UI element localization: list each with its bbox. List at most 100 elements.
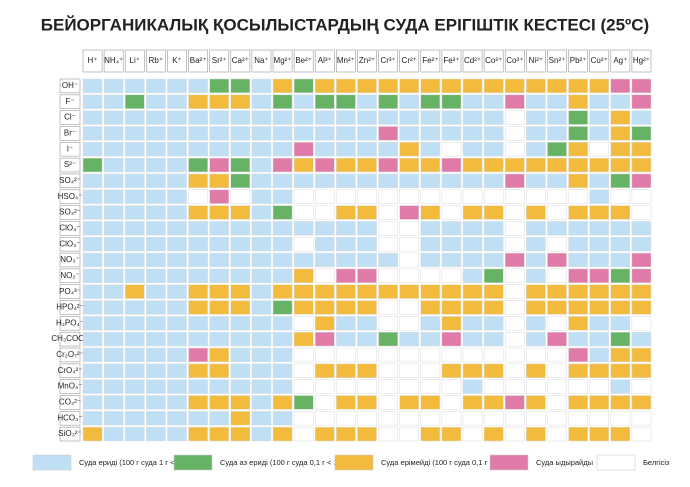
- cell: [357, 316, 377, 331]
- cell: [336, 411, 356, 426]
- cell: [441, 347, 462, 363]
- cell: [378, 411, 398, 426]
- cell: [293, 411, 314, 426]
- cell: [251, 426, 272, 442]
- cell: [462, 110, 483, 125]
- cell: [462, 331, 483, 347]
- column-header-box: [589, 49, 610, 73]
- column-header: Mn²⁺: [337, 56, 355, 65]
- cell: [483, 331, 504, 347]
- cell: [82, 268, 103, 283]
- cell: [568, 268, 588, 283]
- cell: [568, 426, 588, 442]
- cell: [526, 173, 546, 189]
- cell: [610, 237, 631, 252]
- cell: [336, 237, 356, 252]
- column-header-box: [146, 49, 166, 73]
- column-header-box: [357, 49, 377, 73]
- cell: [420, 300, 441, 315]
- cell: [610, 347, 631, 363]
- cell: [420, 173, 441, 189]
- cell: [314, 78, 335, 94]
- cell: [399, 94, 420, 109]
- cell: [610, 284, 631, 299]
- cell: [124, 221, 145, 236]
- cell: [167, 363, 187, 378]
- cell: [462, 237, 483, 252]
- cell: [504, 189, 525, 204]
- cell: [610, 300, 631, 315]
- cell: [357, 363, 377, 378]
- cell: [399, 110, 420, 125]
- cell: [631, 237, 652, 252]
- column-header: Fe³⁺: [443, 56, 459, 65]
- column-header-box: [230, 49, 251, 73]
- cell: [167, 142, 187, 157]
- cell: [441, 252, 462, 268]
- cell: [631, 426, 652, 442]
- cell: [441, 142, 462, 157]
- cell: [547, 78, 567, 94]
- cell: [504, 205, 525, 220]
- cell: [314, 94, 335, 109]
- cell: [504, 94, 525, 109]
- cell: [547, 316, 567, 331]
- cell: [589, 379, 610, 394]
- cell: [378, 94, 398, 109]
- cell: [547, 426, 567, 442]
- cell: [378, 268, 398, 283]
- legend-label: Белгісіз: [643, 458, 670, 467]
- cell: [399, 284, 420, 299]
- row-header: Cl⁻: [64, 113, 76, 122]
- cell: [103, 142, 124, 157]
- cell: [336, 126, 356, 141]
- cell: [272, 157, 293, 173]
- cell: [146, 173, 166, 189]
- cell: [188, 157, 208, 173]
- cell: [526, 426, 546, 442]
- cell: [82, 205, 103, 220]
- cell: [526, 268, 546, 283]
- cell: [336, 347, 356, 363]
- cell: [441, 126, 462, 141]
- cell: [251, 300, 272, 315]
- cell: [378, 221, 398, 236]
- cell: [357, 157, 377, 173]
- row-header-box: [59, 284, 81, 299]
- cell: [547, 347, 567, 363]
- cell: [568, 347, 588, 363]
- cell: [483, 300, 504, 315]
- cell: [82, 347, 103, 363]
- cell: [103, 347, 124, 363]
- cell: [547, 173, 567, 189]
- cell: [124, 284, 145, 299]
- row-header-box: [59, 94, 81, 109]
- row-header-box: [59, 142, 81, 157]
- cell: [124, 142, 145, 157]
- cell: [399, 221, 420, 236]
- cell: [357, 411, 377, 426]
- cell: [209, 379, 230, 394]
- cell: [462, 173, 483, 189]
- cell: [568, 173, 588, 189]
- row-header: SiO₃²⁻: [58, 429, 81, 438]
- row-header: SO₃²⁻: [59, 208, 81, 217]
- cell: [568, 221, 588, 236]
- cell: [209, 316, 230, 331]
- cell: [441, 157, 462, 173]
- cell: [209, 205, 230, 220]
- row-header: PO₄³⁻: [59, 287, 81, 296]
- cell: [526, 221, 546, 236]
- cell: [103, 221, 124, 236]
- cell: [462, 142, 483, 157]
- cell: [103, 395, 124, 410]
- cell: [441, 189, 462, 204]
- cell: [124, 237, 145, 252]
- cell: [462, 284, 483, 299]
- cell: [420, 379, 441, 394]
- cell: [462, 347, 483, 363]
- cell: [209, 395, 230, 410]
- cell: [589, 78, 610, 94]
- row-header-box: [59, 347, 81, 363]
- cell: [293, 331, 314, 347]
